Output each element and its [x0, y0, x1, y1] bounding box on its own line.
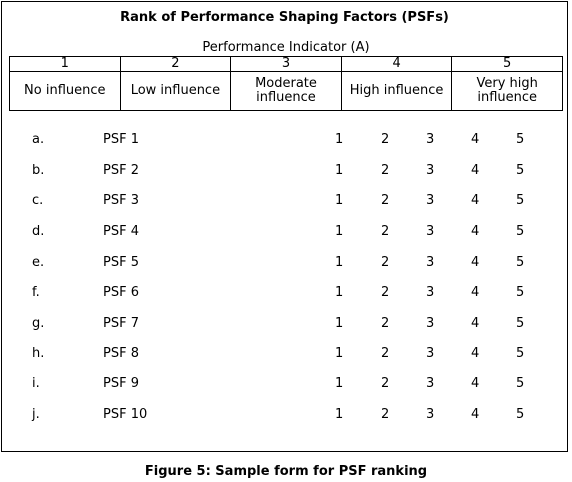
psf-row: j. PSF 10 1 2 3 4 5: [2, 407, 570, 425]
rating-option: 4: [471, 376, 480, 391]
scale-label: Low influence: [119, 71, 232, 111]
psf-row: f. PSF 6 1 2 3 4 5: [2, 285, 570, 303]
rating-option: 3: [426, 407, 435, 422]
psf-name: PSF 4: [103, 224, 139, 239]
scale-label-row: No influence Low influence Moderate infl…: [9, 71, 563, 111]
psf-name: PSF 7: [103, 316, 139, 331]
scale-number: 1: [9, 56, 121, 72]
rating-option: 2: [381, 407, 390, 422]
rating-option: 4: [471, 193, 480, 208]
rating-option: 4: [471, 346, 480, 361]
row-letter: i.: [32, 376, 40, 391]
rating-option: 1: [335, 316, 344, 331]
rating-option: 1: [335, 132, 344, 147]
rating-option: 5: [516, 224, 525, 239]
psf-row: g. PSF 7 1 2 3 4 5: [2, 316, 570, 334]
rating-option: 4: [471, 255, 480, 270]
rating-option: 2: [381, 316, 390, 331]
scale-label: Very high influence: [451, 71, 563, 111]
rating-option: 4: [471, 163, 480, 178]
rating-option: 1: [335, 224, 344, 239]
psf-row: i. PSF 9 1 2 3 4 5: [2, 376, 570, 394]
rating-option: 3: [426, 163, 435, 178]
psf-name: PSF 1: [103, 132, 139, 147]
rating-option: 1: [335, 346, 344, 361]
psf-row: a. PSF 1 1 2 3 4 5: [2, 132, 570, 150]
rating-option: 3: [426, 224, 435, 239]
row-letter: b.: [32, 163, 45, 178]
row-letter: h.: [32, 346, 45, 361]
psf-row: d. PSF 4 1 2 3 4 5: [2, 224, 570, 242]
rating-option: 1: [335, 193, 344, 208]
row-letter: e.: [32, 255, 45, 270]
scale-number: 3: [230, 56, 342, 72]
rating-option: 2: [381, 376, 390, 391]
rating-option: 5: [516, 255, 525, 270]
rating-option: 2: [381, 163, 390, 178]
psf-name: PSF 10: [103, 407, 148, 422]
rating-option: 4: [471, 316, 480, 331]
rating-option: 3: [426, 316, 435, 331]
psf-name: PSF 5: [103, 255, 139, 270]
rating-option: 2: [381, 132, 390, 147]
rating-option: 1: [335, 285, 344, 300]
rating-option: 5: [516, 316, 525, 331]
influence-scale-table: 1 2 3 4 5 No influence Low influence Mod…: [9, 56, 563, 111]
rating-option: 4: [471, 407, 480, 422]
psf-name: PSF 9: [103, 376, 139, 391]
rating-option: 5: [516, 132, 525, 147]
row-letter: g.: [32, 316, 45, 331]
rating-option: 1: [335, 255, 344, 270]
row-letter: f.: [32, 285, 40, 300]
rating-option: 3: [426, 132, 435, 147]
rating-option: 5: [516, 376, 525, 391]
psf-row: h. PSF 8 1 2 3 4 5: [2, 346, 570, 364]
rating-option: 5: [516, 193, 525, 208]
rating-option: 1: [335, 407, 344, 422]
rating-option: 1: [335, 163, 344, 178]
scale-number: 2: [119, 56, 232, 72]
rating-option: 4: [471, 132, 480, 147]
scale-label: No influence: [9, 71, 121, 111]
rating-option: 2: [381, 285, 390, 300]
rating-option: 5: [516, 346, 525, 361]
row-letter: c.: [32, 193, 44, 208]
rating-option: 1: [335, 376, 344, 391]
rating-option: 2: [381, 193, 390, 208]
rating-option: 3: [426, 285, 435, 300]
performance-indicator-heading: Performance Indicator (A): [202, 40, 370, 55]
psf-form-frame: Rank of Performance Shaping Factors (PSF…: [1, 1, 568, 452]
form-title: Rank of Performance Shaping Factors (PSF…: [120, 10, 449, 25]
psf-row: c. PSF 3 1 2 3 4 5: [2, 193, 570, 211]
rating-option: 4: [471, 285, 480, 300]
rating-option: 3: [426, 346, 435, 361]
psf-name: PSF 8: [103, 346, 139, 361]
scale-number-row: 1 2 3 4 5: [9, 56, 563, 72]
rating-option: 3: [426, 193, 435, 208]
rating-option: 5: [516, 285, 525, 300]
rating-option: 2: [381, 255, 390, 270]
row-letter: d.: [32, 224, 45, 239]
rating-option: 5: [516, 163, 525, 178]
row-letter: a.: [32, 132, 45, 147]
psf-row: b. PSF 2 1 2 3 4 5: [2, 163, 570, 181]
rating-option: 3: [426, 255, 435, 270]
psf-name: PSF 3: [103, 193, 139, 208]
scale-label: Moderate influence: [230, 71, 342, 111]
psf-name: PSF 2: [103, 163, 139, 178]
rating-option: 4: [471, 224, 480, 239]
rating-option: 5: [516, 407, 525, 422]
rating-option: 3: [426, 376, 435, 391]
scale-number: 5: [451, 56, 563, 72]
row-letter: j.: [32, 407, 40, 422]
rating-option: 2: [381, 224, 390, 239]
scale-number: 4: [340, 56, 453, 72]
psf-name: PSF 6: [103, 285, 139, 300]
figure-caption: Figure 5: Sample form for PSF ranking: [144, 464, 428, 479]
psf-row: e. PSF 5 1 2 3 4 5: [2, 255, 570, 273]
rating-option: 2: [381, 346, 390, 361]
scale-label: High influence: [340, 71, 453, 111]
